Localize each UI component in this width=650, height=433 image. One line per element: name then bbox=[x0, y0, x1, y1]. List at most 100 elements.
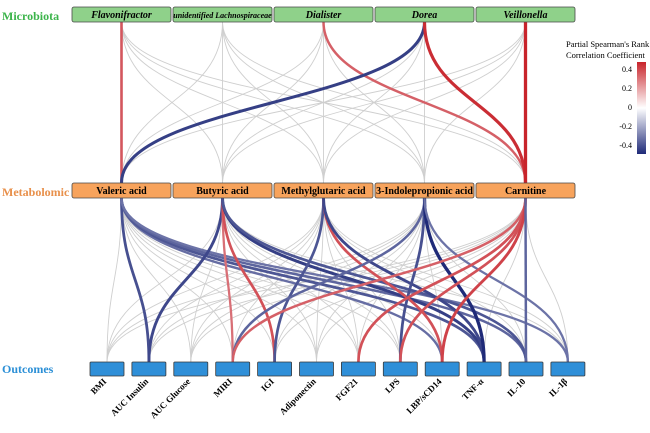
metabolite-box bbox=[71, 182, 172, 199]
metabolite-label: Butyric acid bbox=[196, 186, 249, 197]
sig-link-dialister-carnitine bbox=[322, 21, 527, 184]
outcome-node-il-10: IL-10 bbox=[505, 361, 544, 399]
link-3-indolepropionic-acid-bmi bbox=[106, 197, 425, 363]
link-valeric-acid-adiponectin bbox=[121, 197, 317, 363]
link-methylglutaric-acid-bmi bbox=[106, 197, 324, 363]
sig-link-3-indolepropionic-acid-lps bbox=[398, 197, 426, 363]
legend-tick-0: 0.4 bbox=[622, 65, 632, 74]
legend-tick-2: 0 bbox=[628, 103, 632, 112]
legend-tick-3: -0.2 bbox=[619, 122, 632, 131]
outcome-box bbox=[508, 361, 544, 377]
metabolite-node-methylglutaric-acid: Methylglutaric acid bbox=[273, 182, 374, 199]
link-veillonella-valeric-acid bbox=[121, 21, 526, 184]
microbe-node-veillonella: Veillonella bbox=[475, 6, 576, 23]
metabolite-box bbox=[475, 182, 576, 199]
link-valeric-acid-miri bbox=[121, 197, 234, 363]
sig-link-3-indolepropionic-acid-miri bbox=[231, 197, 426, 363]
metabolite-node-carnitine: Carnitine bbox=[475, 182, 576, 199]
outcome-node-il-1: IL-1β bbox=[547, 361, 586, 399]
metabolite-label: Valeric acid bbox=[96, 186, 147, 197]
outcome-label: LBP/sCD14 bbox=[404, 376, 444, 416]
link-valeric-acid-fgf21 bbox=[121, 197, 359, 363]
outcome-label: AUC Glucose bbox=[148, 376, 192, 420]
outcome-node-tnf: TNF-α bbox=[460, 361, 502, 402]
microbe-label: Veillonella bbox=[504, 10, 548, 21]
outcome-box bbox=[89, 361, 125, 377]
sig-link-carnitine-lbp-scd14 bbox=[440, 197, 527, 363]
sig-link-3-indolepropionic-acid-tnf bbox=[422, 197, 486, 363]
legend-colorbar bbox=[637, 62, 646, 154]
link-unidentified-lachnospiraceae-valeric-acid bbox=[121, 21, 223, 184]
microbe-node-flavonifractor: Flavonifractor bbox=[71, 6, 172, 23]
link-carnitine-auc-insulin bbox=[148, 197, 526, 363]
metabolite-label: Methylglutaric acid bbox=[281, 186, 366, 197]
link-carnitine-igi bbox=[274, 197, 526, 363]
sig-link-butyric-acid-tnf bbox=[220, 197, 486, 363]
sig-link-carnitine-fgf21 bbox=[357, 197, 527, 363]
outcome-box bbox=[550, 361, 586, 377]
outcome-label: MIRI bbox=[211, 376, 234, 399]
outcome-box bbox=[257, 361, 293, 377]
metabolite-box bbox=[374, 182, 475, 199]
link-valeric-acid-lps bbox=[121, 197, 401, 363]
outcome-label: LPS bbox=[383, 376, 402, 395]
link-3-indolepropionic-acid-fgf21 bbox=[357, 197, 425, 363]
microbe-box bbox=[172, 6, 273, 23]
row-label-metabolomic: Metabolomic bbox=[2, 185, 70, 199]
outcome-node-miri: MIRI bbox=[211, 361, 251, 399]
sig-link-valeric-acid-auc-insulin bbox=[120, 197, 151, 363]
outcome-box bbox=[340, 361, 376, 377]
outcome-label: IL-10 bbox=[505, 376, 528, 399]
outcome-box bbox=[215, 361, 251, 377]
outcome-label: Adiponectin bbox=[278, 376, 318, 416]
row-label-outcomes: Outcomes bbox=[2, 362, 54, 376]
link-carnitine-tnf bbox=[483, 197, 526, 363]
link-carnitine-adiponectin bbox=[316, 197, 526, 363]
link-methylglutaric-acid-lps bbox=[323, 197, 401, 363]
outcome-box bbox=[424, 361, 460, 377]
microbe-box bbox=[71, 6, 172, 23]
link-butyric-acid-lps bbox=[222, 197, 401, 363]
link-butyric-acid-fgf21 bbox=[222, 197, 359, 363]
link-veillonella-butyric-acid bbox=[222, 21, 526, 184]
microbe-label: Flavonifractor bbox=[90, 10, 152, 21]
link-butyric-acid-auc-glucose bbox=[190, 197, 223, 363]
sig-link-butyric-acid-auc-insulin bbox=[147, 197, 224, 363]
sig-link-methylglutaric-acid-igi bbox=[273, 197, 325, 363]
sig-link-butyric-acid-il-10 bbox=[221, 197, 528, 363]
metabolite-node-3-indolepropionic-acid: 3-Indolepropionic acid bbox=[374, 182, 475, 199]
link-carnitine-bmi bbox=[106, 197, 526, 363]
outcome-label: AUC Insulin bbox=[109, 376, 151, 418]
link-methylglutaric-acid-il-10 bbox=[323, 197, 527, 363]
legend-title-line2: Correlation Coefficient bbox=[566, 50, 646, 60]
nodes: Flavonifractor unidentified Lachnospirace… bbox=[71, 6, 586, 420]
metabolite-box bbox=[273, 182, 374, 199]
sig-link-butyric-acid-igi bbox=[221, 197, 276, 363]
metabolite-node-valeric-acid: Valeric acid bbox=[71, 182, 172, 199]
outcome-node-igi: IGI bbox=[257, 361, 293, 393]
link-3-indolepropionic-acid-il-10 bbox=[424, 197, 527, 363]
outcome-label: FGF21 bbox=[334, 376, 361, 403]
microbe-box bbox=[273, 6, 374, 23]
microbe-label: Dialister bbox=[305, 10, 342, 21]
outcome-label: IL-1β bbox=[547, 376, 570, 399]
microbe-box bbox=[374, 6, 475, 23]
sig-link-dorea-carnitine bbox=[422, 21, 528, 184]
microbe-node-dialister: Dialister bbox=[273, 6, 374, 23]
link-butyric-acid-adiponectin bbox=[222, 197, 317, 363]
outcome-box bbox=[131, 361, 167, 377]
outcome-node-bmi: BMI bbox=[89, 361, 125, 396]
outcome-box bbox=[173, 361, 209, 377]
sig-link-valeric-acid-il-1 bbox=[120, 197, 570, 363]
legend-tick-1: 0.2 bbox=[622, 84, 632, 93]
microbe-label: Dorea bbox=[411, 10, 438, 21]
sig-link-carnitine-lps bbox=[398, 197, 527, 363]
link-methylglutaric-acid-auc-glucose bbox=[190, 197, 324, 363]
metabolite-label: Carnitine bbox=[505, 186, 547, 197]
link-3-indolepropionic-acid-auc-insulin bbox=[148, 197, 425, 363]
outcome-label: TNF-α bbox=[460, 376, 485, 401]
link-carnitine-il-1 bbox=[525, 197, 569, 363]
color-legend: Partial Spearman's Rank Correlation Coef… bbox=[566, 39, 650, 154]
link-valeric-acid-auc-glucose bbox=[121, 197, 192, 363]
